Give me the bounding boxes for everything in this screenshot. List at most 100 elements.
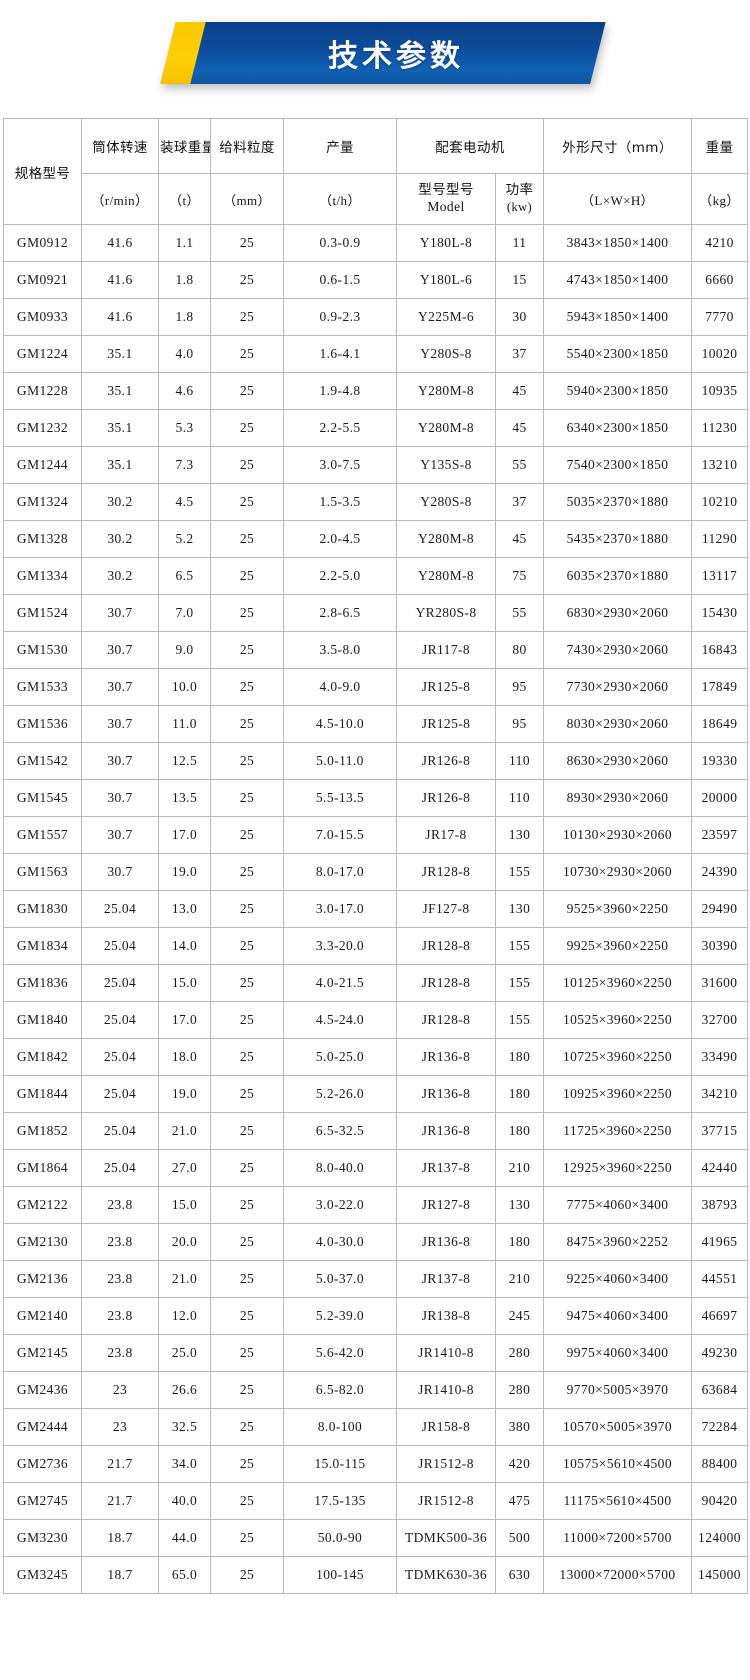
cell-motor-power: 11 — [495, 224, 544, 262]
table-row: GM2130 23.8 20.0 25 4.0-30.0 JR136-8 180 8475×3… — [3, 1223, 748, 1261]
cell-dimensions: 7775×4060×3400 — [543, 1186, 692, 1224]
cell-capacity: 4.0-30.0 — [283, 1223, 397, 1261]
cell-feed-size: 25 — [210, 372, 284, 410]
cell-capacity: 3.3-20.0 — [283, 927, 397, 965]
cell-motor-power: 280 — [495, 1371, 544, 1409]
cell-ball-load: 19.0 — [158, 1075, 211, 1113]
cell-model: GM1557 — [3, 816, 82, 854]
col-header-dimensions: 外形尺寸（mm） — [543, 118, 692, 174]
cell-weight: 11290 — [691, 520, 748, 558]
cell-ball-load: 7.0 — [158, 594, 211, 632]
unit-feed-size: （mm） — [210, 173, 284, 225]
cell-motor-model: JR1512-8 — [396, 1445, 496, 1483]
cell-feed-size: 25 — [210, 1334, 284, 1372]
cell-dimensions: 9975×4060×3400 — [543, 1334, 692, 1372]
table-row: GM1830 25.04 13.0 25 3.0-17.0 JF127-8 130 9525×… — [3, 890, 748, 928]
cell-motor-power: 475 — [495, 1482, 544, 1520]
cell-ball-load: 10.0 — [158, 668, 211, 706]
unit-weight: （kg） — [691, 173, 748, 225]
cell-dimensions: 10125×3960×2250 — [543, 964, 692, 1002]
cell-model: GM2145 — [3, 1334, 82, 1372]
cell-speed: 23.8 — [81, 1223, 159, 1261]
cell-model: GM2736 — [3, 1445, 82, 1483]
cell-dimensions: 5540×2300×1850 — [543, 335, 692, 373]
cell-capacity: 3.0-7.5 — [283, 446, 397, 484]
cell-motor-power: 155 — [495, 927, 544, 965]
cell-dimensions: 10130×2930×2060 — [543, 816, 692, 854]
cell-speed: 25.04 — [81, 964, 159, 1002]
cell-motor-power: 30 — [495, 298, 544, 336]
cell-speed: 30.7 — [81, 742, 159, 780]
table-row: GM1324 30.2 4.5 25 1.5-3.5 Y280S-8 37 5035×2370… — [3, 483, 748, 521]
cell-speed: 41.6 — [81, 224, 159, 262]
cell-speed: 23.8 — [81, 1186, 159, 1224]
cell-capacity: 5.5-13.5 — [283, 779, 397, 817]
cell-feed-size: 25 — [210, 1482, 284, 1520]
cell-speed: 30.7 — [81, 594, 159, 632]
cell-dimensions: 6035×2370×1880 — [543, 557, 692, 595]
cell-motor-model: JR136-8 — [396, 1112, 496, 1150]
cell-ball-load: 25.0 — [158, 1334, 211, 1372]
cell-motor-power: 80 — [495, 631, 544, 669]
cell-weight: 10935 — [691, 372, 748, 410]
cell-ball-load: 7.3 — [158, 446, 211, 484]
cell-speed: 25.04 — [81, 890, 159, 928]
cell-weight: 13210 — [691, 446, 748, 484]
cell-ball-load: 4.0 — [158, 335, 211, 373]
cell-motor-model: Y280M-8 — [396, 409, 496, 447]
table-row: GM2122 23.8 15.0 25 3.0-22.0 JR127-8 130 7775×4… — [3, 1186, 748, 1224]
cell-model: GM1545 — [3, 779, 82, 817]
cell-capacity: 8.0-17.0 — [283, 853, 397, 891]
cell-speed: 41.6 — [81, 298, 159, 336]
cell-motor-model: Y280S-8 — [396, 335, 496, 373]
cell-motor-power: 45 — [495, 409, 544, 447]
motor-power-label-cn: 功率 — [505, 182, 534, 199]
cell-capacity: 2.8-6.5 — [283, 594, 397, 632]
cell-weight: 49230 — [691, 1334, 748, 1372]
cell-motor-model: JR158-8 — [396, 1408, 496, 1446]
cell-ball-load: 40.0 — [158, 1482, 211, 1520]
cell-motor-model: JR127-8 — [396, 1186, 496, 1224]
cell-speed: 41.6 — [81, 261, 159, 299]
cell-dimensions: 9525×3960×2250 — [543, 890, 692, 928]
cell-weight: 32700 — [691, 1001, 748, 1039]
table-row: GM2444 23 32.5 25 8.0-100 JR158-8 380 10570×500… — [3, 1408, 748, 1446]
cell-dimensions: 6830×2930×2060 — [543, 594, 692, 632]
cell-speed: 23 — [81, 1371, 159, 1409]
col-header-weight: 重量 — [691, 118, 748, 174]
cell-feed-size: 25 — [210, 631, 284, 669]
cell-motor-model: JR136-8 — [396, 1075, 496, 1113]
cell-ball-load: 13.5 — [158, 779, 211, 817]
cell-ball-load: 1.8 — [158, 298, 211, 336]
cell-dimensions: 10525×3960×2250 — [543, 1001, 692, 1039]
cell-weight: 17849 — [691, 668, 748, 706]
cell-ball-load: 9.0 — [158, 631, 211, 669]
cell-motor-power: 180 — [495, 1075, 544, 1113]
cell-speed: 21.7 — [81, 1445, 159, 1483]
cell-speed: 23.8 — [81, 1297, 159, 1335]
cell-motor-model: JR128-8 — [396, 1001, 496, 1039]
cell-ball-load: 34.0 — [158, 1445, 211, 1483]
cell-dimensions: 10725×3960×2250 — [543, 1038, 692, 1076]
cell-weight: 44551 — [691, 1260, 748, 1298]
cell-ball-load: 17.0 — [158, 1001, 211, 1039]
cell-capacity: 2.2-5.5 — [283, 409, 397, 447]
motor-model-label-cn: 型号型号 — [418, 182, 474, 199]
cell-speed: 25.04 — [81, 927, 159, 965]
cell-dimensions: 8030×2930×2060 — [543, 705, 692, 743]
table-row: GM0912 41.6 1.1 25 0.3-0.9 Y180L-8 11 3843×1850… — [3, 224, 748, 262]
cell-weight: 41965 — [691, 1223, 748, 1261]
cell-weight: 88400 — [691, 1445, 748, 1483]
cell-dimensions: 5435×2370×1880 — [543, 520, 692, 558]
cell-motor-power: 75 — [495, 557, 544, 595]
cell-feed-size: 25 — [210, 1223, 284, 1261]
cell-dimensions: 11725×3960×2250 — [543, 1112, 692, 1150]
col-header-speed: 筒体转速 — [81, 118, 159, 174]
table-row: GM1836 25.04 15.0 25 4.0-21.5 JR128-8 155 10125… — [3, 964, 748, 1002]
cell-feed-size: 25 — [210, 224, 284, 262]
cell-feed-size: 25 — [210, 594, 284, 632]
cell-ball-load: 26.6 — [158, 1371, 211, 1409]
cell-feed-size: 25 — [210, 1038, 284, 1076]
cell-capacity: 50.0-90 — [283, 1519, 397, 1557]
cell-ball-load: 15.0 — [158, 964, 211, 1002]
